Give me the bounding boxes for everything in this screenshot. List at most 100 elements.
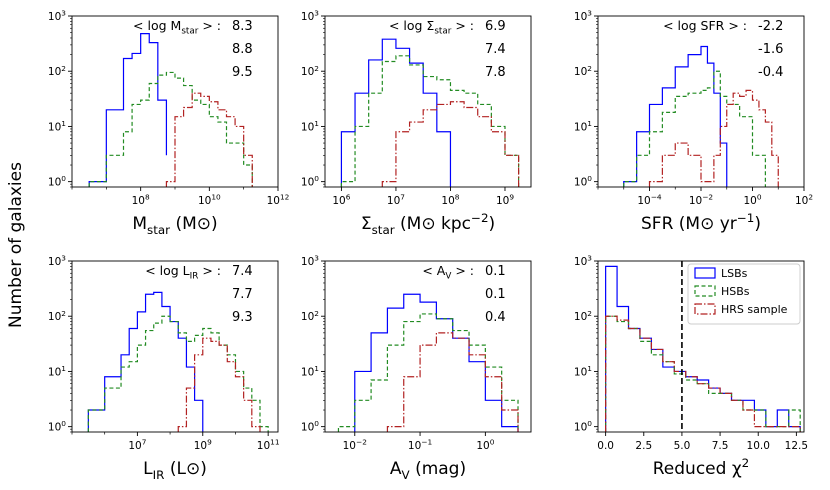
mean-legend-value: 9.5 [232, 65, 253, 80]
x-tick-label: 1012 [267, 193, 290, 207]
histogram-lsb-mstar [88, 33, 168, 187]
x-axis-label: Reduced χ2 [653, 456, 749, 479]
x-tick-label: 10.0 [747, 440, 770, 452]
mean-legend-value: -2.2 [758, 19, 783, 34]
mean-legend-value: 0.1 [485, 287, 506, 302]
legend-box [687, 263, 801, 325]
histogram-hrs-chi2 [605, 315, 801, 432]
y-tick-label: 102 [48, 309, 66, 323]
x-axis-label: LIR (L⊙) [143, 459, 207, 482]
y-tick-label: 103 [301, 9, 319, 23]
x-tick-label: 7.5 [712, 440, 729, 452]
x-tick-label: 108 [441, 193, 459, 207]
mean-legend-value: 7.8 [485, 65, 506, 80]
x-tick-label: 0.0 [597, 440, 614, 452]
x-tick-label: 107 [387, 193, 405, 207]
axes-frame [324, 260, 532, 433]
histogram-hsb-lir [87, 315, 269, 432]
x-axis-label: SFR (M⊙ yr−1) [641, 211, 761, 234]
y-tick-label: 102 [301, 64, 319, 78]
mean-legend-value: -0.4 [758, 65, 783, 80]
mean-legend-value: 7.4 [232, 264, 253, 279]
y-tick-label: 100 [574, 419, 592, 433]
panel-chi2: 100 101 102 103 0.0 2.5 5.0 7.5 10.0 12.5 Reduced … [574, 254, 808, 479]
mean-legend-value: 8.3 [232, 19, 253, 34]
histogram-hsb-mstar [88, 71, 253, 187]
legend-label-lsb: LSBs [721, 267, 748, 280]
x-tick-label: 5.0 [674, 440, 691, 452]
mean-legend-value: 8.8 [232, 42, 253, 57]
x-tick-label: 10−1 [408, 438, 433, 452]
x-tick-label: 10−4 [637, 193, 662, 207]
y-tick-label: 103 [301, 254, 319, 268]
panel-av: 100 101 102 103 10−2 10−1 100 AV (mag) < AV > : 0… [301, 254, 532, 482]
y-tick-label: 100 [574, 174, 592, 188]
mean-legend-title: < log SFR > : [663, 18, 747, 33]
histogram-lsb-sigma [340, 38, 452, 187]
y-tick-label: 103 [48, 254, 66, 268]
y-tick-label: 103 [574, 9, 592, 23]
y-tick-label: 102 [574, 309, 592, 323]
mean-legend-value: -1.6 [758, 42, 783, 57]
y-tick-label: 100 [301, 174, 319, 188]
y-tick-label: 103 [48, 9, 66, 23]
histogram-hrs-lir [177, 337, 261, 432]
mean-legend-value: 0.4 [485, 310, 506, 325]
y-tick-label: 102 [574, 64, 592, 78]
figure-y-axis-label: Number of galaxies [6, 162, 26, 328]
x-tick-label: 10−2 [689, 193, 713, 207]
histogram-lsb-sfr [623, 45, 728, 187]
panel-lir: 100 101 102 103 107 109 1011 LIR (L⊙) < log LIR … [48, 254, 280, 482]
legend-label-hsb: HSBs [721, 285, 750, 298]
mean-legend-title: < log Σstar > : [389, 18, 474, 37]
axes-frame [324, 15, 532, 188]
x-tick-label: 1011 [257, 438, 280, 452]
x-axis-label: Mstar (M⊙) [132, 214, 217, 237]
legend-swatch-lsb [694, 267, 716, 279]
x-tick-label: 100 [743, 193, 761, 207]
y-tick-label: 101 [301, 119, 319, 133]
mean-legend-value: 7.7 [232, 287, 253, 302]
y-tick-label: 101 [574, 364, 592, 378]
x-tick-label: 107 [128, 438, 146, 452]
y-tick-label: 101 [48, 119, 66, 133]
mean-legend-value: 0.1 [485, 264, 506, 279]
panel-sfr: 100 101 102 103 10−4 10−2 100 102 SFR (M⊙ yr−1) <… [574, 9, 813, 234]
histogram-hrs-av [386, 332, 519, 432]
x-tick-label: 12.5 [785, 440, 808, 452]
x-axis-label: Σstar (M⊙ kpc−2) [361, 211, 495, 237]
y-tick-label: 101 [48, 364, 66, 378]
histogram-hsb-sigma [340, 55, 520, 187]
legend-swatch-hsb [694, 285, 716, 297]
y-tick-label: 101 [574, 119, 592, 133]
mean-legend-value: 7.4 [485, 42, 506, 57]
panel-mstar: 100 101 102 103 108 1010 1012 Mstar (M⊙) < log M… [48, 9, 289, 237]
x-tick-label: 102 [795, 193, 813, 207]
histogram-hrs-mstar [165, 92, 253, 187]
panel-grid: 100 101 102 103 108 1010 1012 Mstar (M⊙) < log M… [48, 9, 813, 482]
histogram-hsb-sfr [623, 70, 766, 187]
x-tick-label: 106 [332, 193, 350, 207]
axes-frame [71, 260, 279, 433]
mean-legend-value: 9.3 [232, 310, 253, 325]
x-tick-label: 100 [476, 438, 494, 452]
histogram-hrs-sfr [648, 89, 779, 187]
y-tick-label: 102 [301, 309, 319, 323]
histogram-hsb-chi2 [605, 315, 801, 432]
y-tick-label: 103 [574, 254, 592, 268]
mean-legend-value: 6.9 [485, 19, 506, 34]
axes-frame [597, 260, 805, 433]
x-tick-label: 108 [132, 193, 150, 207]
x-tick-label: 109 [194, 438, 212, 452]
x-axis-label: AV (mag) [390, 459, 466, 482]
y-tick-label: 102 [48, 64, 66, 78]
y-tick-label: 100 [48, 419, 66, 433]
histogram-lsb-av [354, 293, 519, 432]
y-tick-label: 100 [301, 419, 319, 433]
x-tick-label: 2.5 [635, 440, 652, 452]
histogram-lsb-lir [87, 291, 204, 432]
y-tick-label: 101 [301, 364, 319, 378]
mean-legend-title: < log LIR > : [145, 263, 221, 282]
y-tick-label: 100 [48, 174, 66, 188]
